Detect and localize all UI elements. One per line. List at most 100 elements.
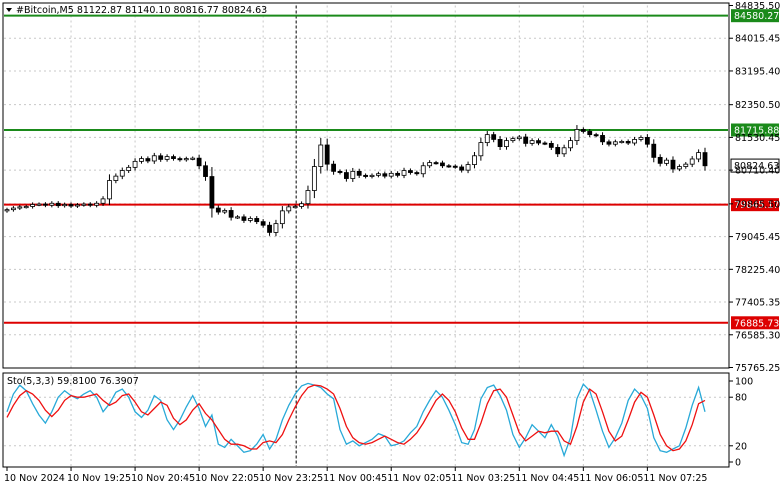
- candle-body-bear: [555, 147, 561, 155]
- candle-body-bear: [209, 176, 215, 209]
- candle-body-bull: [427, 162, 433, 167]
- candle-body-bull: [311, 166, 317, 191]
- time-tick-label: 10 Nov 2024: [4, 473, 65, 484]
- time-tick-label: 11 Nov 03:25: [451, 473, 515, 484]
- level-price-tag: [731, 198, 779, 212]
- candle-body-bear: [324, 144, 330, 165]
- candle-body-bear: [491, 134, 497, 140]
- price-tick-label: 75765.25: [735, 363, 780, 374]
- candle-body-bull: [561, 147, 567, 155]
- candle: [548, 140, 554, 150]
- candle: [638, 135, 644, 142]
- candle-body-bear: [171, 156, 176, 159]
- candle: [254, 216, 260, 225]
- candle-body-bear: [593, 134, 599, 137]
- candle: [516, 135, 522, 141]
- candle-body-bull: [388, 172, 394, 177]
- candle: [132, 158, 138, 171]
- price-tick-label: 79865.50: [735, 199, 780, 210]
- candle-body-bull: [510, 138, 516, 142]
- candle: [203, 161, 208, 181]
- candle-body-bull: [11, 207, 16, 211]
- candle-body-bull: [4, 209, 10, 212]
- candle-body-bear: [587, 131, 593, 136]
- candle-body-bull: [81, 203, 87, 206]
- candle-body-bear: [356, 170, 362, 176]
- level-price-tag: [731, 9, 779, 23]
- price-tick-label: 76585.30: [735, 330, 780, 341]
- candle-body-bear: [228, 210, 234, 218]
- candle: [183, 156, 189, 162]
- candle-body-bear: [651, 143, 657, 158]
- candle: [644, 134, 650, 148]
- candle-body-bull: [183, 158, 189, 161]
- candle: [497, 136, 503, 150]
- candle-body-bull: [139, 158, 144, 162]
- candle-body-bull: [401, 170, 407, 176]
- symbol-header[interactable]: #Bitcoin,M5 81122.87 81140.10 80816.77 8…: [6, 5, 267, 16]
- candle: [536, 138, 541, 146]
- time-tick-label: 11 Nov 07:25: [643, 473, 707, 484]
- dropdown-triangle-icon[interactable]: [6, 8, 12, 12]
- level-price-label: 76885.73: [734, 318, 779, 329]
- candle-body-bear: [536, 140, 541, 144]
- candle: [87, 202, 93, 208]
- candle: [305, 185, 311, 209]
- candle: [491, 131, 497, 143]
- candle-body-bear: [644, 137, 650, 145]
- candle: [376, 171, 381, 178]
- candle-body-bull: [292, 206, 298, 209]
- candle: [241, 214, 247, 223]
- candle-body-bull: [516, 136, 522, 140]
- candle-body-bull: [568, 140, 573, 149]
- candle-body-bear: [43, 203, 48, 206]
- candle-body-bear: [260, 221, 266, 226]
- candle: [478, 137, 484, 161]
- candle: [158, 153, 164, 162]
- time-tick-label: 10 Nov 23:25: [259, 473, 323, 484]
- candle-body-bear: [523, 136, 529, 144]
- price-tick-label: 77405.35: [735, 298, 780, 309]
- candle: [222, 208, 228, 215]
- candle-body-bear: [542, 142, 548, 145]
- candle-body-bear: [215, 207, 221, 213]
- candle-body-bull: [222, 210, 228, 213]
- candle-body-bull: [23, 206, 29, 209]
- candle: [369, 173, 375, 179]
- candle-body-bull: [478, 142, 484, 157]
- oscillator-info: Sto(5,3,3) 59.8100 76.3907: [7, 376, 139, 387]
- candle: [235, 215, 240, 219]
- price-levels: 84580.27 81715.88 79845.17 76885.73 80824.63: [4, 5, 780, 466]
- candle-body-bull: [472, 155, 477, 165]
- price-tick-label: 79045.45: [735, 232, 780, 243]
- candle-body-bear: [177, 158, 183, 161]
- candle: [273, 219, 279, 237]
- candle-body-bear: [382, 173, 388, 177]
- candle: [107, 174, 112, 206]
- candle: [55, 201, 61, 208]
- candle: [318, 138, 324, 174]
- candle: [580, 127, 586, 134]
- candle: [414, 170, 420, 176]
- candle-body-bear: [363, 174, 369, 177]
- price-tick-label: 80710.40: [735, 166, 780, 177]
- candle-body-bear: [68, 204, 74, 207]
- candle-body-bear: [408, 170, 413, 173]
- candle-body-bull: [529, 140, 535, 144]
- candle: [555, 144, 561, 157]
- stochastic-oscillator: [4, 382, 728, 458]
- candle: [299, 201, 304, 209]
- candle-body-bull: [247, 218, 253, 221]
- candle-body-bear: [497, 139, 503, 148]
- candle: [689, 156, 695, 168]
- candle-body-bull: [75, 204, 80, 207]
- candle: [36, 202, 42, 207]
- stochastic-main-line: [6, 382, 706, 458]
- candle: [324, 138, 330, 171]
- candle: [523, 133, 529, 147]
- candle: [126, 164, 132, 173]
- candle: [696, 149, 701, 163]
- candle-body-bull: [279, 210, 285, 225]
- candle-body-bear: [203, 165, 208, 177]
- level-price-tag: [731, 316, 779, 330]
